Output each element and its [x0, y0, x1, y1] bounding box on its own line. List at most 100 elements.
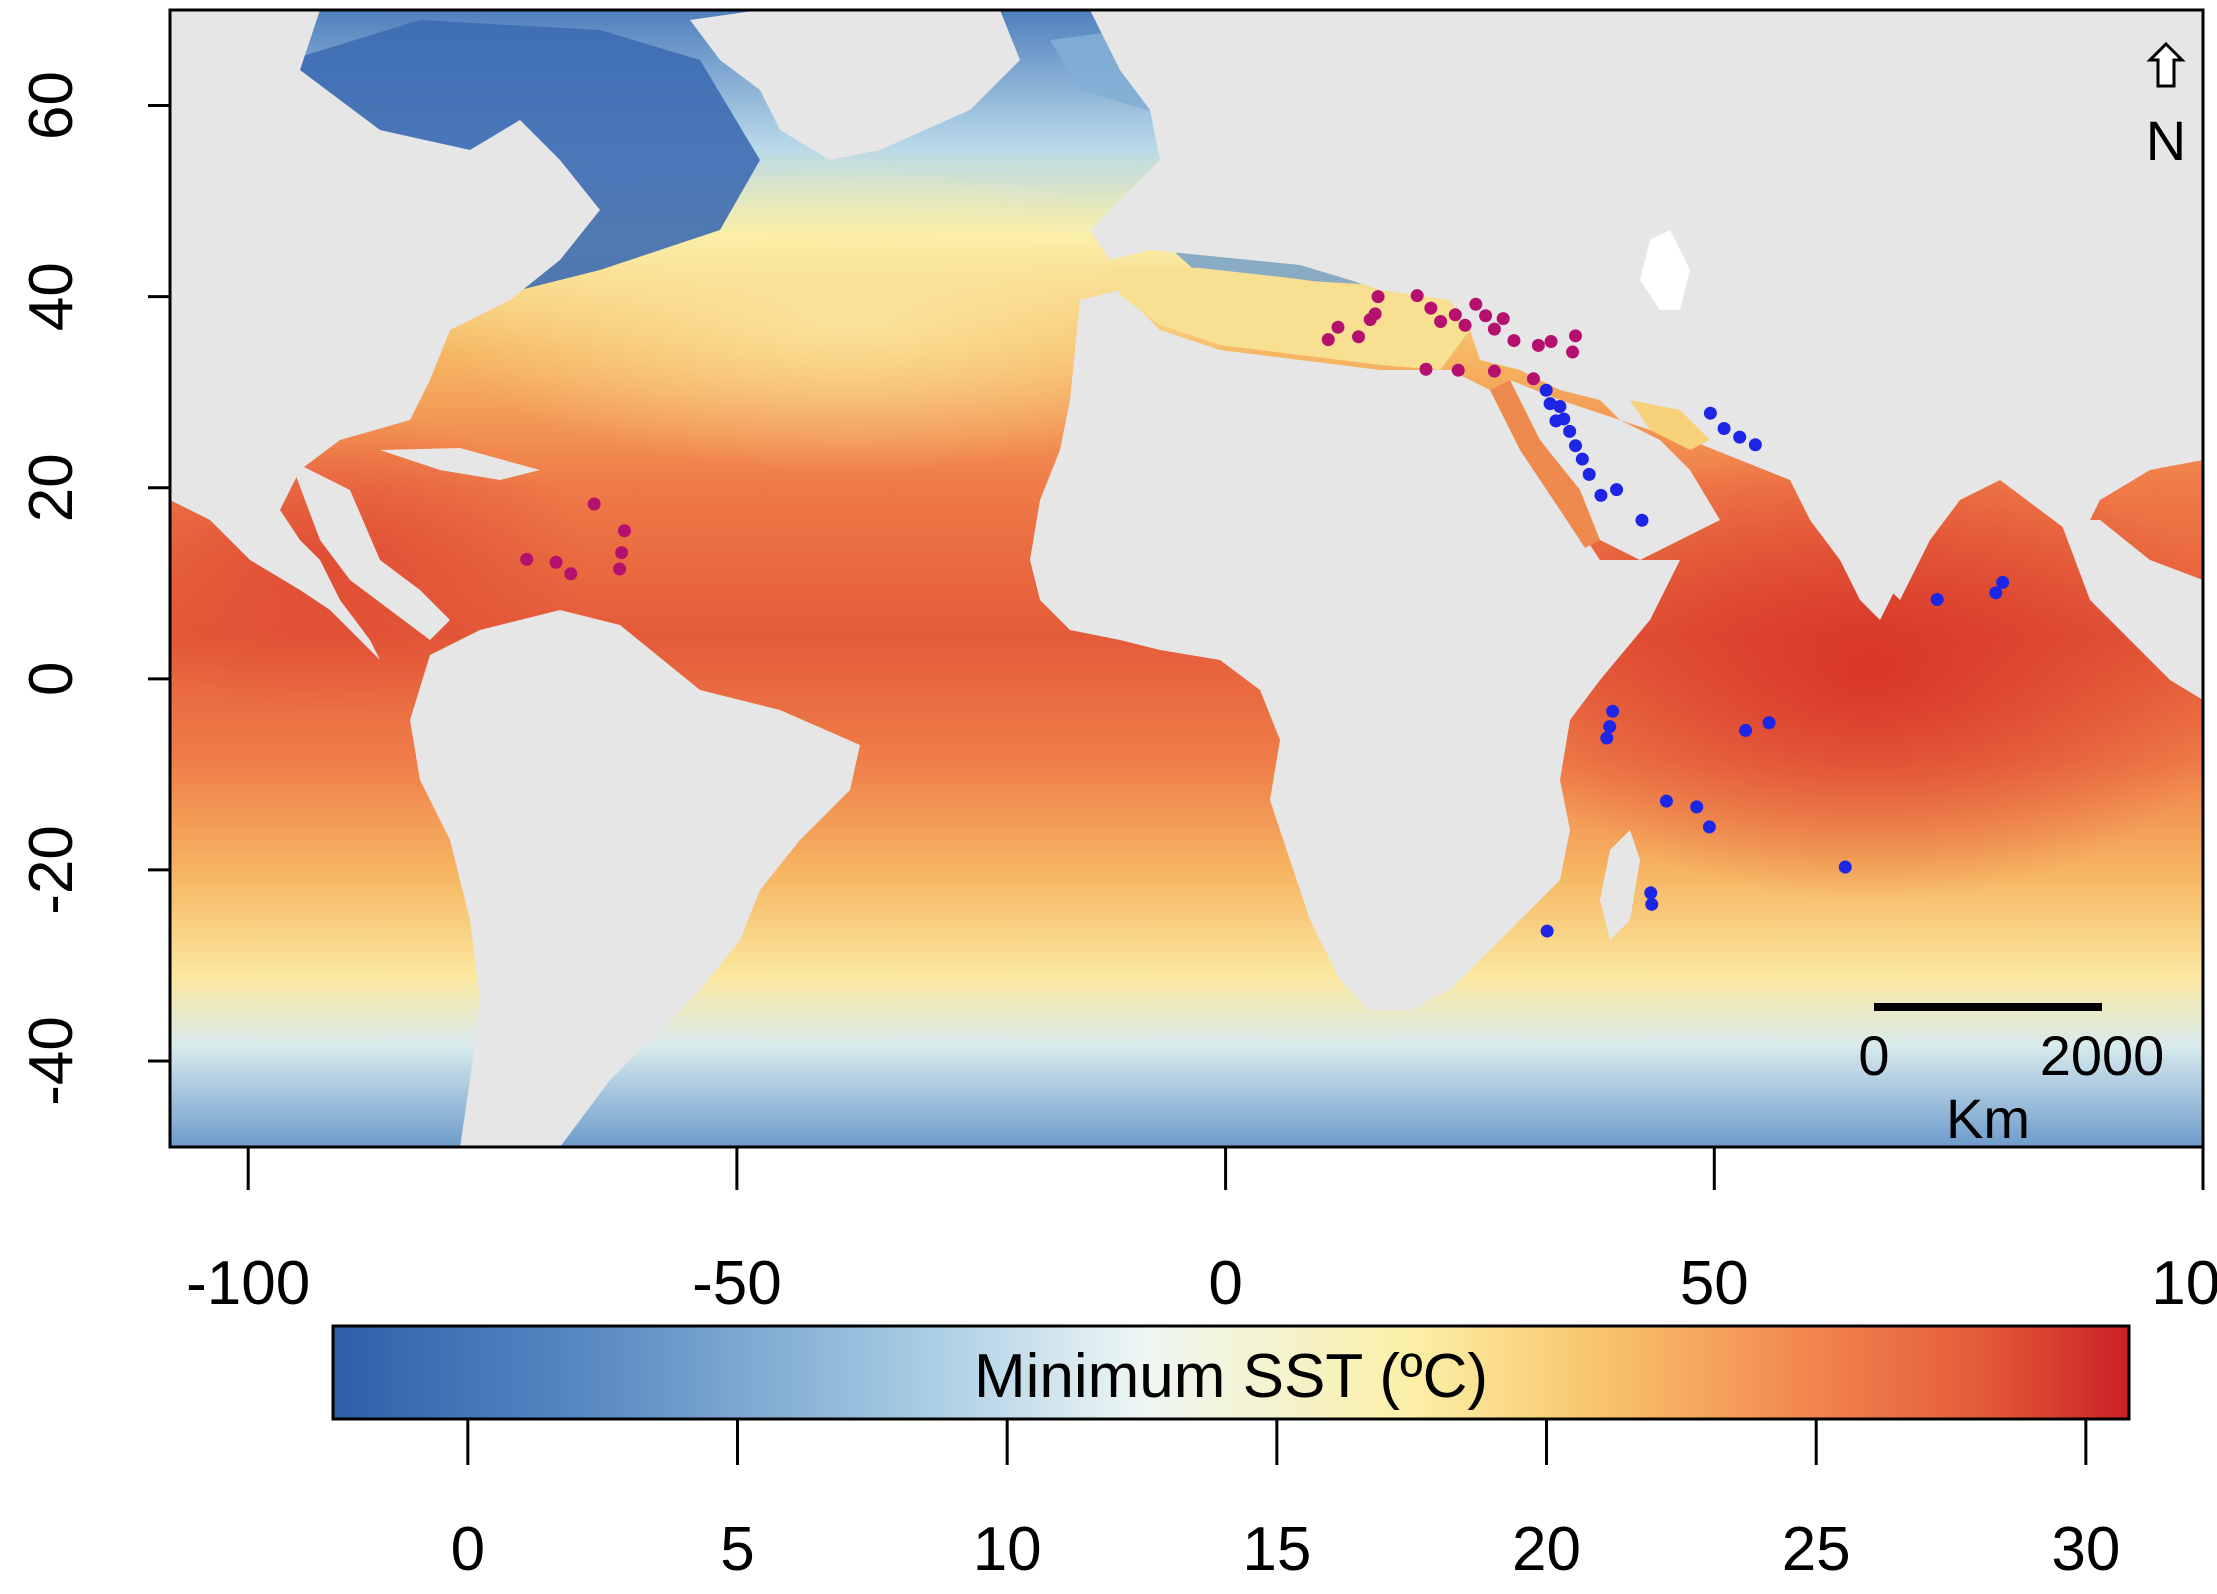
blue-occurrence-point — [1739, 723, 1753, 737]
magenta-occurrence-point — [1410, 289, 1424, 303]
southeast-asia — [2060, 520, 2203, 700]
magenta-occurrence-point — [1352, 330, 1366, 344]
x-tick-label: 100 — [2151, 1249, 2217, 1318]
blue-occurrence-point — [1996, 575, 2010, 589]
north-america — [170, 10, 600, 660]
x-axis: -100 -50 0 50 100 — [186, 1148, 2217, 1318]
magenta-occurrence-point — [1479, 309, 1493, 323]
magenta-occurrence-point — [1458, 318, 1472, 332]
y-tick-label: 40 — [17, 262, 86, 331]
blue-occurrence-point — [1703, 406, 1717, 420]
colorbar-gradient — [331, 1324, 2131, 1421]
colorbar: Minimum SST (ºC) 0 5 10 15 20 25 30 — [331, 1324, 2131, 1584]
x-tick-label: 0 — [1208, 1249, 1242, 1318]
blue-occurrence-point — [1702, 820, 1716, 834]
central-america — [290, 460, 450, 640]
europe-asia — [1090, 10, 2203, 600]
magenta-occurrence-point — [1331, 320, 1345, 334]
blue-occurrence-point — [1644, 886, 1658, 900]
magenta-occurrence-point — [1371, 290, 1385, 304]
blue-occurrence-point — [1717, 421, 1731, 435]
indian-ocean-warm-pool — [1490, 440, 2203, 900]
blue-occurrence-point — [1606, 704, 1620, 718]
magenta-occurrence-point — [1566, 345, 1580, 359]
scale-bar-start-label: 0 — [1858, 1024, 1889, 1087]
colorbar-tick-label: 25 — [1782, 1515, 1851, 1584]
up-arrow-icon — [2146, 41, 2186, 88]
colorbar-tick-label: 0 — [451, 1515, 485, 1584]
blue-occurrence-point — [1930, 593, 1944, 607]
colorbar-tick-label: 15 — [1242, 1515, 1311, 1584]
x-tick-label: -50 — [692, 1249, 782, 1318]
north-arrow-label: N — [2146, 109, 2186, 172]
caribbean-islands — [380, 448, 540, 480]
caspian-sea — [1640, 230, 1690, 310]
colorbar-tick-label: 5 — [720, 1515, 754, 1584]
magenta-occurrence-point — [1487, 364, 1501, 378]
magenta-occurrence-point — [1487, 322, 1501, 336]
blue-occurrence-point — [1635, 513, 1649, 527]
blue-occurrence-point — [1733, 430, 1747, 444]
magenta-occurrence-point — [564, 567, 578, 581]
magenta-occurrence-point — [1526, 372, 1540, 386]
y-axis: -40 -20 0 20 40 60 — [17, 71, 170, 1106]
y-tick-label: 0 — [17, 662, 86, 696]
blue-occurrence-point — [1600, 731, 1614, 745]
magenta-occurrence-point — [1368, 307, 1382, 321]
magenta-occurrence-point — [1448, 308, 1462, 322]
blue-occurrence-point — [1838, 860, 1852, 874]
colorbar-tick-label: 10 — [973, 1515, 1042, 1584]
blue-occurrence-point — [1563, 424, 1577, 438]
magenta-occurrence-point — [1569, 329, 1583, 343]
y-tick-label: 20 — [17, 453, 86, 522]
x-tick-label: -100 — [186, 1249, 310, 1318]
india — [1790, 470, 1920, 620]
magenta-occurrence-point — [587, 497, 601, 511]
south-america — [410, 610, 860, 1147]
blue-occurrence-point — [1543, 397, 1557, 411]
blue-occurrence-point — [1690, 800, 1704, 814]
north-arrow: N — [2146, 41, 2186, 172]
magenta-occurrence-point — [617, 524, 631, 538]
y-tick-label: -40 — [17, 1016, 86, 1106]
colorbar-axis: 0 5 10 15 20 25 30 — [451, 1420, 2120, 1584]
blue-occurrence-point — [1610, 483, 1624, 497]
scale-bar-end-label: 2000 — [2040, 1024, 2165, 1087]
land — [170, 10, 2203, 1147]
colorbar-tick-label: 30 — [2051, 1515, 2120, 1584]
persian-gulf — [1630, 400, 1710, 450]
magenta-occurrence-point — [1544, 335, 1558, 349]
magenta-occurrence-point — [615, 546, 629, 560]
colorbar-tick-label: 20 — [1512, 1515, 1581, 1584]
blue-occurrence-point — [1549, 414, 1563, 428]
blue-occurrence-point — [1659, 794, 1673, 808]
madagascar — [1600, 830, 1640, 940]
magenta-occurrence-point — [1434, 314, 1448, 328]
blue-occurrence-point — [1748, 438, 1762, 452]
magenta-occurrence-point — [1419, 362, 1433, 376]
magenta-occurrence-point — [1507, 334, 1521, 348]
blue-occurrence-point — [1540, 924, 1554, 938]
occurrence-points — [520, 289, 2010, 938]
map-frame — [168, 8, 2205, 1149]
africa — [1030, 290, 1680, 1010]
x-tick-label: 50 — [1680, 1249, 1749, 1318]
colorbar-title: Minimum SST (ºC) — [974, 1342, 1488, 1411]
magenta-occurrence-point — [1496, 312, 1510, 326]
magenta-occurrence-point — [1469, 297, 1483, 311]
blue-occurrence-point — [1553, 400, 1567, 414]
blue-occurrence-point — [1603, 720, 1617, 734]
blue-occurrence-point — [1762, 716, 1776, 730]
magenta-occurrence-point — [549, 555, 563, 569]
magenta-occurrence-point — [1424, 301, 1438, 315]
blue-occurrence-point — [1575, 452, 1589, 466]
map-panel: N 0 2000 Km — [170, 10, 2203, 1147]
blue-occurrence-point — [1569, 439, 1583, 453]
magenta-occurrence-point — [1531, 338, 1545, 352]
blue-occurrence-point — [1594, 488, 1608, 502]
red-sea — [1490, 380, 1600, 548]
magenta-occurrence-point — [1321, 333, 1335, 347]
y-tick-label: 60 — [17, 71, 86, 140]
magenta-occurrence-point — [613, 562, 627, 576]
